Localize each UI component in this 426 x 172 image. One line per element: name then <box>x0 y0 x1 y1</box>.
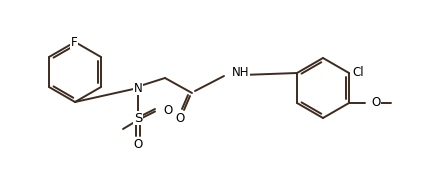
Text: O: O <box>133 137 143 150</box>
Text: F: F <box>71 35 77 49</box>
Text: O: O <box>371 96 380 110</box>
Text: O: O <box>163 105 172 117</box>
Text: NH: NH <box>232 66 250 78</box>
Text: S: S <box>134 111 142 125</box>
Text: Cl: Cl <box>352 66 364 78</box>
Text: O: O <box>176 111 184 125</box>
Text: N: N <box>134 82 142 94</box>
